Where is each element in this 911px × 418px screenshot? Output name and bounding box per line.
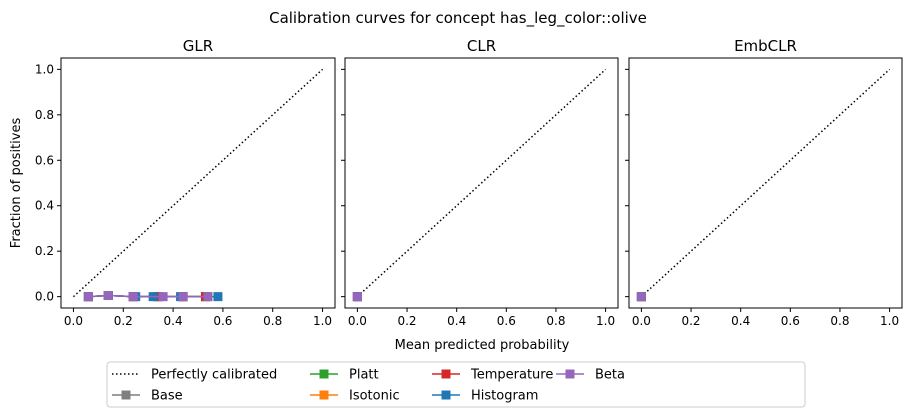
figure-title: Calibration curves for concept has_leg_c…: [269, 9, 647, 28]
legend-label: Isotonic: [349, 389, 400, 404]
y-tick-label: 0.8: [35, 108, 54, 122]
legend-entry-histogram: Histogram: [432, 389, 538, 404]
legend-label: Base: [151, 389, 183, 404]
x-axis-label: Mean predicted probability: [395, 338, 570, 353]
legend-entry-isotonic: Isotonic: [310, 389, 400, 404]
y-tick-label: 1.0: [35, 62, 54, 76]
x-tick-label-embclr: 0.0: [632, 314, 651, 328]
legend-entry-perfectly-calibrated: Perfectly calibrated: [112, 368, 277, 383]
x-tick-label-glr: 1.0: [313, 314, 332, 328]
series-beta-embclr: [636, 292, 646, 302]
plot-area-embclr: [636, 68, 891, 302]
axes-frame-clr: [344, 57, 619, 309]
axes-frame-glr: [60, 57, 336, 309]
x-tick-label-embclr: 0.4: [731, 314, 750, 328]
legend-entry-beta: Beta: [556, 368, 625, 383]
plot-area-glr: [72, 68, 324, 302]
legend-label: Histogram: [471, 389, 538, 404]
x-tick-label-clr: 1.0: [596, 314, 615, 328]
legend-frame: [106, 361, 806, 408]
x-tick-label-glr: 0.2: [114, 314, 133, 328]
point-beta: [203, 292, 213, 302]
legend-swatch-marker: [319, 390, 329, 400]
legend: Perfectly calibrated Base Platt Isotonic Tem…: [106, 361, 806, 408]
legend-entry-base: Base: [112, 389, 183, 404]
point-beta: [83, 292, 93, 302]
legend-entry-platt: Platt: [310, 368, 379, 383]
legend-swatch-marker: [441, 369, 451, 379]
legend-swatch-marker: [319, 369, 329, 379]
point-beta: [103, 291, 113, 300]
y-tick-label: 0.4: [35, 199, 54, 213]
point-beta: [352, 292, 362, 302]
line-perfectly-calibrated: [356, 68, 607, 298]
panel-title-embclr: EmbCLR: [734, 37, 797, 55]
plot-area-clr: [352, 68, 607, 302]
x-tick-label-clr: 0.0: [348, 314, 367, 328]
panel-title-clr: CLR: [467, 37, 496, 55]
point-beta: [158, 292, 168, 302]
legend-label: Perfectly calibrated: [151, 368, 277, 383]
panel-title-glr: GLR: [183, 37, 213, 55]
y-tick-label: 0.0: [35, 290, 54, 304]
series-beta-glr: [83, 291, 213, 302]
axes-frame-embclr: [628, 57, 903, 309]
x-tick-label-glr: 0.0: [64, 314, 83, 328]
panel-glr: GLR 0.0 0.2 0.4 0.6 0.8 1.0 0.0 0.2 0.4 0.6 0.8 1.0: [35, 37, 336, 328]
x-tick-label-glr: 0.4: [164, 314, 183, 328]
x-tick-label-glr: 0.6: [213, 314, 232, 328]
x-tick-label-embclr: 0.8: [830, 314, 849, 328]
x-tick-label-embclr: 1.0: [880, 314, 899, 328]
x-tick-label-clr: 0.4: [447, 314, 466, 328]
point-histogram: [213, 292, 223, 302]
x-tick-label-embclr: 0.6: [781, 314, 800, 328]
line-perfectly-calibrated: [72, 68, 324, 298]
y-tick-label: 0.6: [35, 153, 54, 167]
y-tick-label: 0.2: [35, 244, 54, 258]
x-tick-label-clr: 0.8: [546, 314, 565, 328]
series-perfectly-calibrated-clr: [356, 68, 607, 298]
panel-embclr: EmbCLR 0.0 0.2 0.4 0.6 0.8 1.0: [625, 37, 903, 328]
legend-swatch-marker: [441, 390, 451, 400]
line-perfectly-calibrated: [640, 68, 891, 298]
legend-entry-temperature: Temperature: [432, 368, 553, 383]
x-tick-label-clr: 0.2: [397, 314, 416, 328]
legend-swatch-marker: [121, 390, 131, 400]
point-beta: [128, 292, 138, 302]
legend-label: Beta: [595, 368, 625, 383]
x-tick-label-glr: 0.8: [263, 314, 282, 328]
x-tick-label-embclr: 0.2: [681, 314, 700, 328]
series-perfectly-calibrated-embclr: [640, 68, 891, 298]
series-beta-clr: [352, 292, 362, 302]
y-axis-label: Fraction of positives: [9, 118, 24, 249]
legend-swatch-marker: [565, 369, 575, 379]
x-tick-label-clr: 0.6: [497, 314, 516, 328]
panel-clr: CLR 0.0 0.2 0.4 0.6 0.8 1.0: [341, 37, 619, 328]
series-perfectly-calibrated-glr: [72, 68, 324, 298]
legend-label: Platt: [349, 368, 379, 383]
point-beta: [178, 292, 188, 302]
legend-label: Temperature: [470, 368, 553, 383]
point-beta: [636, 292, 646, 302]
